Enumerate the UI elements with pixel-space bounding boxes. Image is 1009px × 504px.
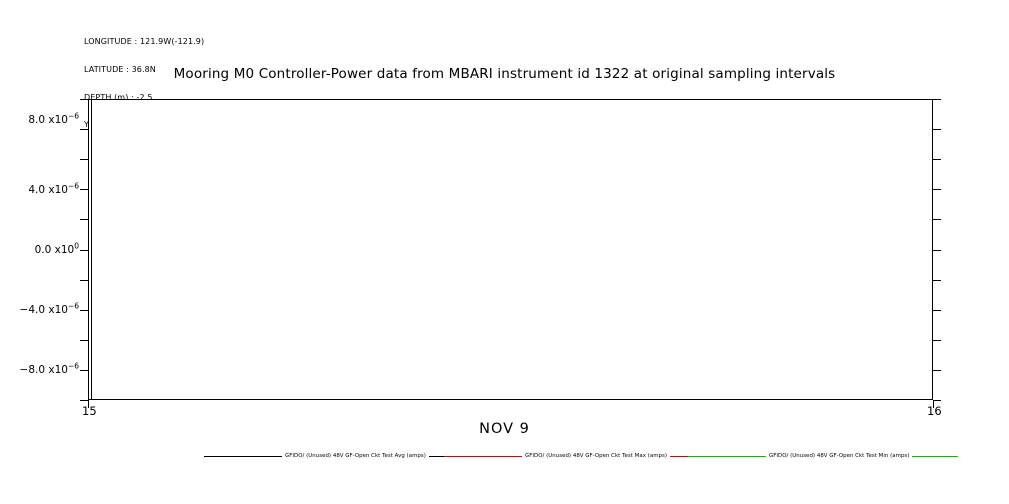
y-axis-tick xyxy=(80,129,88,131)
y-axis-tick xyxy=(80,369,88,371)
legend-label: GFIDO/ (Unused) 48V GF-Open Ckt Test Min… xyxy=(769,453,910,459)
y-axis-tick-right xyxy=(933,369,941,371)
y-axis-tick xyxy=(80,339,88,341)
left-axis-inner-spine xyxy=(91,99,92,400)
y-axis-tick xyxy=(80,400,88,401)
metadata-longitude: LONGITUDE : 121.9W(-121.9) xyxy=(84,37,205,47)
legend-color-swatch xyxy=(444,455,522,457)
y-axis-tick-right xyxy=(933,219,941,221)
x-axis-title: NOV 9 xyxy=(479,421,530,437)
legend-label: GFIDO/ (Unused) 48V GF-Open Ckt Test Avg… xyxy=(285,453,426,459)
x-axis-end-label: 16 xyxy=(927,404,942,418)
legend-entry: GFIDO/ (Unused) 48V GF-Open Ckt Test Min… xyxy=(688,449,959,463)
y-axis-tick xyxy=(80,309,88,311)
chart-title: Mooring M0 Controller-Power data from MB… xyxy=(173,66,836,82)
y-axis-tick-right xyxy=(933,400,941,401)
y-axis-tick-labels: 8.0 x10−6 4.0 x10−6 0.0 x100 −4.0 x10−6 … xyxy=(0,99,79,400)
y-tick-label: 8.0 x10−6 xyxy=(28,111,79,126)
y-axis-tick xyxy=(80,99,88,100)
y-axis-tick xyxy=(80,159,88,161)
legend-color-swatch xyxy=(204,455,282,457)
y-axis-tick-right xyxy=(933,249,941,251)
plot-area xyxy=(80,99,941,408)
x-axis-tick xyxy=(88,400,89,408)
legend-label: GFIDO/ (Unused) 48V GF-Open Ckt Test Max… xyxy=(525,453,668,459)
x-axis-start-label: 15 xyxy=(82,404,97,418)
plot-frame xyxy=(88,99,933,400)
y-axis-tick xyxy=(80,279,88,281)
metadata-depth: DEPTH (m) : -2.5 xyxy=(84,92,153,102)
y-axis-tick xyxy=(80,189,88,191)
y-axis-tick-right xyxy=(933,189,941,191)
y-tick-label: −8.0 x10−6 xyxy=(19,361,79,377)
y-axis-tick-right xyxy=(933,159,941,161)
y-axis-tick-right xyxy=(933,129,941,131)
legend-trailing-rule xyxy=(912,455,959,457)
y-tick-label: −4.0 x10−6 xyxy=(19,301,79,317)
legend-entry: GFIDO/ (Unused) 48V GF-Open Ckt Test Avg… xyxy=(204,449,475,463)
y-axis-tick-right xyxy=(933,99,941,100)
legend-entry: GFIDO/ (Unused) 48V GF-Open Ckt Test Max… xyxy=(444,449,717,463)
data-series-layer xyxy=(88,99,933,400)
y-tick-label: 0.0 x100 xyxy=(34,241,79,256)
y-axis-tick xyxy=(80,249,88,251)
y-tick-label: 4.0 x10−6 xyxy=(28,181,79,196)
y-axis-tick-right xyxy=(933,339,941,341)
legend-color-swatch xyxy=(688,455,766,457)
x-axis-tick xyxy=(933,400,934,408)
metadata-latitude: LATITUDE : 36.8N xyxy=(84,65,156,75)
y-axis-tick-right xyxy=(933,279,941,281)
chart-legend: GFIDO/ (Unused) 48V GF-Open Ckt Test Avg… xyxy=(0,449,1009,463)
y-axis-tick-right xyxy=(933,309,941,311)
y-axis-tick xyxy=(80,219,88,221)
